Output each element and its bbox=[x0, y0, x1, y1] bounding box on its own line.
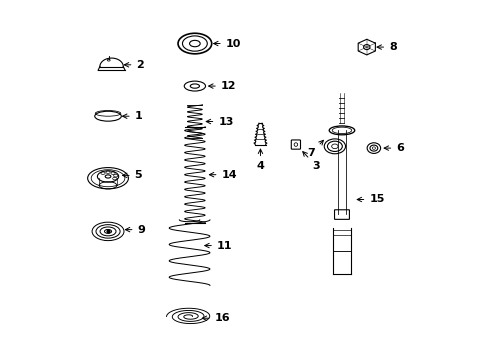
Text: 5: 5 bbox=[122, 170, 142, 180]
Text: 9: 9 bbox=[125, 225, 145, 235]
Text: 6: 6 bbox=[384, 143, 403, 153]
Text: 11: 11 bbox=[204, 240, 232, 251]
Text: 4: 4 bbox=[256, 149, 264, 171]
Text: 10: 10 bbox=[213, 39, 241, 49]
Text: 7: 7 bbox=[307, 140, 323, 158]
Text: 14: 14 bbox=[209, 170, 237, 180]
Text: 15: 15 bbox=[356, 194, 384, 204]
Text: 3: 3 bbox=[302, 152, 320, 171]
Text: 16: 16 bbox=[202, 313, 229, 323]
Text: 8: 8 bbox=[376, 42, 396, 52]
Text: 12: 12 bbox=[208, 81, 236, 91]
Text: 13: 13 bbox=[206, 117, 233, 126]
Text: 2: 2 bbox=[124, 60, 144, 70]
Text: 1: 1 bbox=[122, 111, 142, 121]
